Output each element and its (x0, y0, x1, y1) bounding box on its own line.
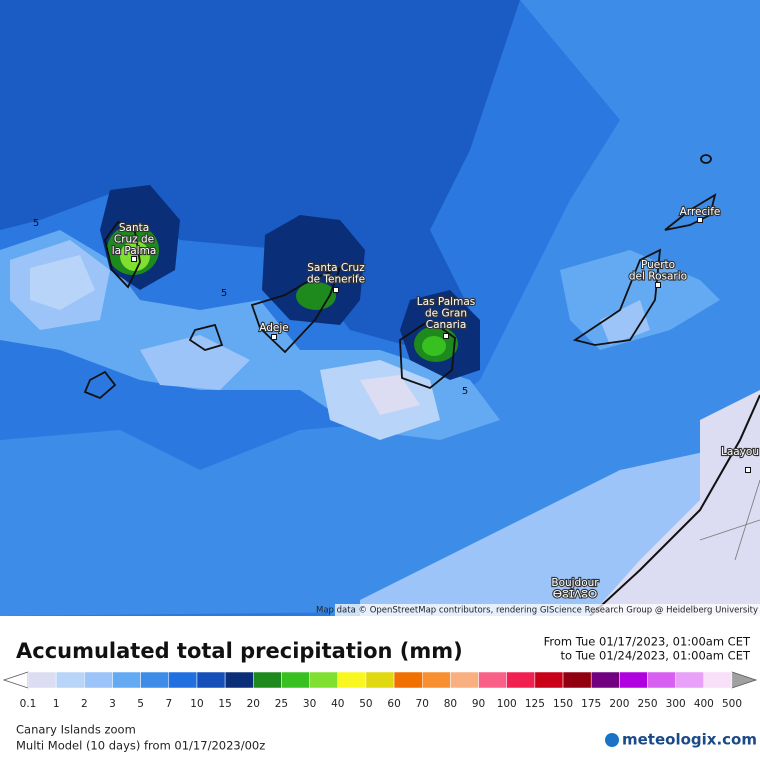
legend-swatch (393, 671, 423, 689)
legend-tick-label: 250 (637, 698, 657, 710)
legend-tick-label: 5 (137, 698, 144, 710)
place-label: Laayou (721, 446, 759, 458)
region: Canary Islands zoom (16, 723, 136, 737)
brand-logo (605, 733, 619, 747)
legend-swatch (478, 671, 507, 689)
place-label: ⴱⵓⵊⴷⵓⵔ (553, 589, 597, 601)
legend-tick-label: 2 (81, 698, 88, 710)
legend-tick-label: 0.1 (20, 698, 37, 710)
contour-label: 5 (33, 218, 39, 229)
attribution: Map data © OpenStreetMap contributors, r… (316, 606, 758, 616)
legend-swatch (562, 671, 592, 689)
place-label: Boujdour (551, 577, 599, 589)
legend-low-arrow (2, 671, 29, 689)
place-label: Adeje (259, 322, 289, 334)
place-label: de Gran (425, 308, 467, 320)
legend-tick-label: 30 (303, 698, 316, 710)
legend-swatch (224, 671, 254, 689)
legend-high-arrow (731, 671, 758, 689)
place-marker (745, 467, 751, 473)
legend-swatch (84, 671, 113, 689)
legend-tick-label: 10 (190, 698, 203, 710)
legend-swatch (703, 671, 733, 689)
legend-swatch (337, 671, 367, 689)
legend-tick-label: 60 (387, 698, 400, 710)
place-label: Cruz de (114, 234, 154, 246)
legend-swatch (281, 671, 310, 689)
legend-swatch (421, 671, 451, 689)
legend-swatch (365, 671, 395, 689)
legend-tick-label: 150 (553, 698, 573, 710)
legend-swatch (675, 671, 705, 689)
legend-tick-label: 200 (609, 698, 629, 710)
legend-swatch (534, 671, 564, 689)
legend-tick-label: 15 (218, 698, 231, 710)
title: Accumulated total precipitation (mm) (16, 639, 463, 663)
legend-swatch (506, 671, 536, 689)
place-label: Santa (119, 222, 149, 234)
legend-swatch (55, 671, 85, 689)
legend-tick-label: 300 (666, 698, 686, 710)
legend-swatch (140, 671, 170, 689)
legend-tick-label: 25 (275, 698, 288, 710)
legend-swatch (450, 671, 479, 689)
contour-label: 5 (462, 386, 468, 397)
legend-tick-label: 100 (497, 698, 517, 710)
brand[interactable]: meteologix.com (622, 731, 757, 749)
legend-swatch (196, 671, 226, 689)
legend-tick-label: 3 (109, 698, 116, 710)
info-panel: Accumulated total precipitation (mm) Fro… (2, 635, 758, 753)
place-label: Santa Cruz (307, 262, 365, 274)
legend-tick-label: 7 (165, 698, 172, 710)
legend-swatch (253, 671, 282, 689)
legend-swatch (590, 671, 620, 689)
legend-tick-label: 20 (247, 698, 260, 710)
model-run: Multi Model (10 days) from 01/17/2023/00… (16, 739, 265, 753)
legend-swatch (619, 671, 648, 689)
contour-label: 5 (221, 288, 227, 299)
legend-tick-label: 40 (331, 698, 344, 710)
place-label: de Tenerife (307, 274, 365, 286)
place-label: la Palma (112, 245, 157, 257)
place-marker (655, 282, 661, 288)
legend-swatch (168, 671, 198, 689)
legend-tick-label: 80 (444, 698, 457, 710)
place-marker (333, 287, 339, 293)
legend-tick-label: 50 (359, 698, 372, 710)
legend-tick-label: 1 (53, 698, 60, 710)
place-label: Puerto (641, 259, 675, 271)
legend-swatch (647, 671, 676, 689)
place-marker (443, 333, 449, 339)
legend-swatch (112, 671, 141, 689)
legend-tick-label: 90 (472, 698, 485, 710)
legend-swatch (27, 671, 57, 689)
place-label: del Rosario (629, 271, 687, 283)
legend-tick-label: 175 (581, 698, 601, 710)
place-label: Canaria (426, 319, 467, 331)
date-from: From Tue 01/17/2023, 01:00am CET (544, 635, 751, 649)
legend-tick-label: 125 (525, 698, 545, 710)
place-label: Las Palmas (417, 296, 475, 308)
legend-tick-label: 70 (416, 698, 429, 710)
legend-tick-label: 400 (694, 698, 714, 710)
legend-tick-label: 500 (722, 698, 742, 710)
place-marker (271, 334, 277, 340)
place-marker (697, 217, 703, 223)
place-marker (131, 256, 137, 262)
date-to: to Tue 01/24/2023, 01:00am CET (561, 649, 751, 663)
legend-swatch (309, 671, 339, 689)
place-label: Arrecife (680, 206, 721, 218)
